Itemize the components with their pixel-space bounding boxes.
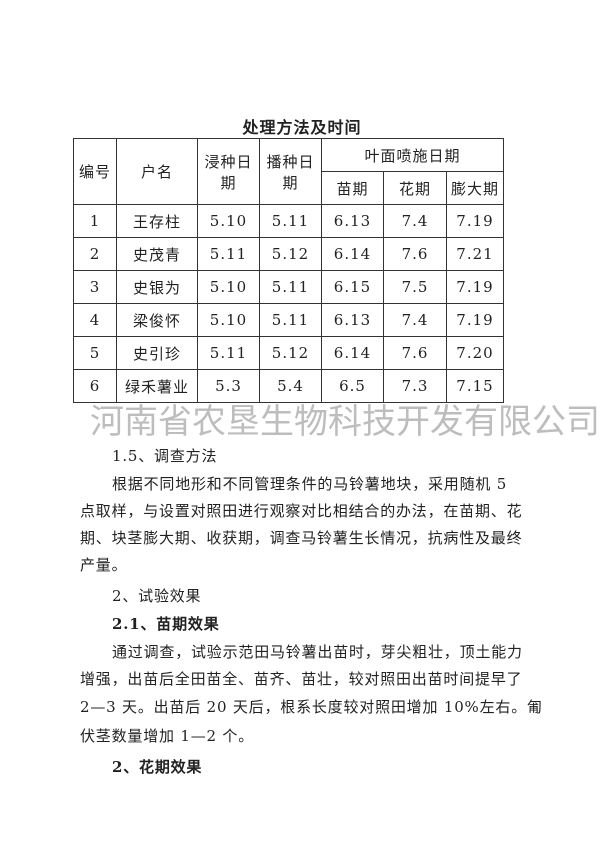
section-heading: 2.1、苗期效果 bbox=[112, 615, 220, 633]
section-heading: 2、花期效果 bbox=[112, 758, 203, 776]
table-cell: 7.19 bbox=[446, 204, 504, 238]
header-flower: 花期 bbox=[383, 171, 447, 205]
table-cell: 7.19 bbox=[446, 270, 504, 304]
watermark: 河南省农垦生物科技开发有限公司 bbox=[90, 402, 600, 442]
table-cell: 5.10 bbox=[197, 270, 260, 304]
table-row: 1 王存柱 5.10 5.11 6.13 7.4 7.19 bbox=[73, 204, 504, 238]
table-cell: 6.5 bbox=[321, 369, 384, 403]
paragraph-line: 通过调查，试验示范田马铃薯出苗时，芽尖粗壮，顶土能力 bbox=[112, 643, 523, 661]
paragraph-line: 期、块茎膨大期、收获期，调查马铃薯生长情况，抗病性及最终 bbox=[80, 529, 523, 547]
header-soak: 浸种日期 bbox=[197, 138, 260, 205]
table-cell: 5.4 bbox=[259, 369, 322, 403]
table-cell: 5.10 bbox=[197, 303, 260, 337]
table-cell: 王存柱 bbox=[116, 204, 198, 238]
header-sow: 播种日期 bbox=[259, 138, 322, 205]
paragraph-line: 点取样，与设置对照田进行观察对比相结合的办法，在苗期、花 bbox=[80, 502, 523, 520]
paragraph-line: 产量。 bbox=[80, 556, 128, 574]
table-cell: 7.4 bbox=[383, 204, 447, 238]
table-cell: 5.10 bbox=[197, 204, 260, 238]
table-cell: 6 bbox=[73, 369, 117, 403]
paragraph-line: 伏茎数量增加 1—2 个。 bbox=[80, 727, 255, 745]
table-cell: 3 bbox=[73, 270, 117, 304]
table-cell: 7.19 bbox=[446, 303, 504, 337]
section-heading: 2、试验效果 bbox=[112, 587, 202, 605]
table-cell: 7.5 bbox=[383, 270, 447, 304]
table-cell: 6.15 bbox=[321, 270, 384, 304]
table-cell: 5.3 bbox=[197, 369, 260, 403]
table-cell: 7.4 bbox=[383, 303, 447, 337]
table-cell: 史银为 bbox=[116, 270, 198, 304]
header-spray: 叶面喷施日期 bbox=[321, 138, 504, 172]
table-cell: 6.13 bbox=[321, 303, 384, 337]
treatment-table: 编号 户名 浸种日期 播种日期 叶面喷施日期 苗期 花期 膨大期 1 王存柱 5.1… bbox=[73, 138, 504, 403]
table-cell: 7.21 bbox=[446, 237, 504, 271]
table-cell: 6.14 bbox=[321, 336, 384, 370]
header-no: 编号 bbox=[73, 138, 117, 205]
table-cell: 7.6 bbox=[383, 237, 447, 271]
table-cell: 4 bbox=[73, 303, 117, 337]
table-row: 4 梁俊怀 5.10 5.11 6.13 7.4 7.19 bbox=[73, 303, 504, 337]
table-cell: 史茂青 bbox=[116, 237, 198, 271]
header-seedling: 苗期 bbox=[321, 171, 384, 205]
table-cell: 5.11 bbox=[259, 270, 322, 304]
table-title: 处理方法及时间 bbox=[242, 118, 362, 137]
table-cell: 5.12 bbox=[259, 336, 322, 370]
table-cell: 2 bbox=[73, 237, 117, 271]
table-row: 6 绿禾薯业 5.3 5.4 6.5 7.3 7.15 bbox=[73, 369, 504, 403]
table-cell: 梁俊怀 bbox=[116, 303, 198, 337]
paragraph-line: 2—3 天。出苗后 20 天后，根系长度较对照田增加 10%左右。匍 bbox=[80, 698, 543, 716]
table-cell: 1 bbox=[73, 204, 117, 238]
table-cell: 6.14 bbox=[321, 237, 384, 271]
table-cell: 5.11 bbox=[197, 336, 260, 370]
section-heading: 1.5、调查方法 bbox=[112, 447, 218, 465]
table-cell: 史引珍 bbox=[116, 336, 198, 370]
table-cell: 7.15 bbox=[446, 369, 504, 403]
table-cell: 7.20 bbox=[446, 336, 504, 370]
table-row: 3 史银为 5.10 5.11 6.15 7.5 7.19 bbox=[73, 270, 504, 304]
paragraph-line: 根据不同地形和不同管理条件的马铃薯地块，采用随机 5 bbox=[112, 475, 508, 493]
table-cell: 7.3 bbox=[383, 369, 447, 403]
table-cell: 绿禾薯业 bbox=[116, 369, 198, 403]
table-cell: 5.12 bbox=[259, 237, 322, 271]
table-row: 5 史引珍 5.11 5.12 6.14 7.6 7.20 bbox=[73, 336, 504, 370]
table-cell: 5.11 bbox=[259, 303, 322, 337]
table-cell: 5 bbox=[73, 336, 117, 370]
table-row: 2 史茂青 5.11 5.12 6.14 7.6 7.21 bbox=[73, 237, 504, 271]
table-cell: 7.6 bbox=[383, 336, 447, 370]
header-swell: 膨大期 bbox=[446, 171, 504, 205]
table-cell: 6.13 bbox=[321, 204, 384, 238]
table-cell: 5.11 bbox=[197, 237, 260, 271]
header-name: 户名 bbox=[116, 138, 198, 205]
paragraph-line: 增强，出苗后全田苗全、苗齐、苗壮，较对照田出苗时间提早了 bbox=[80, 670, 523, 688]
table-cell: 5.11 bbox=[259, 204, 322, 238]
